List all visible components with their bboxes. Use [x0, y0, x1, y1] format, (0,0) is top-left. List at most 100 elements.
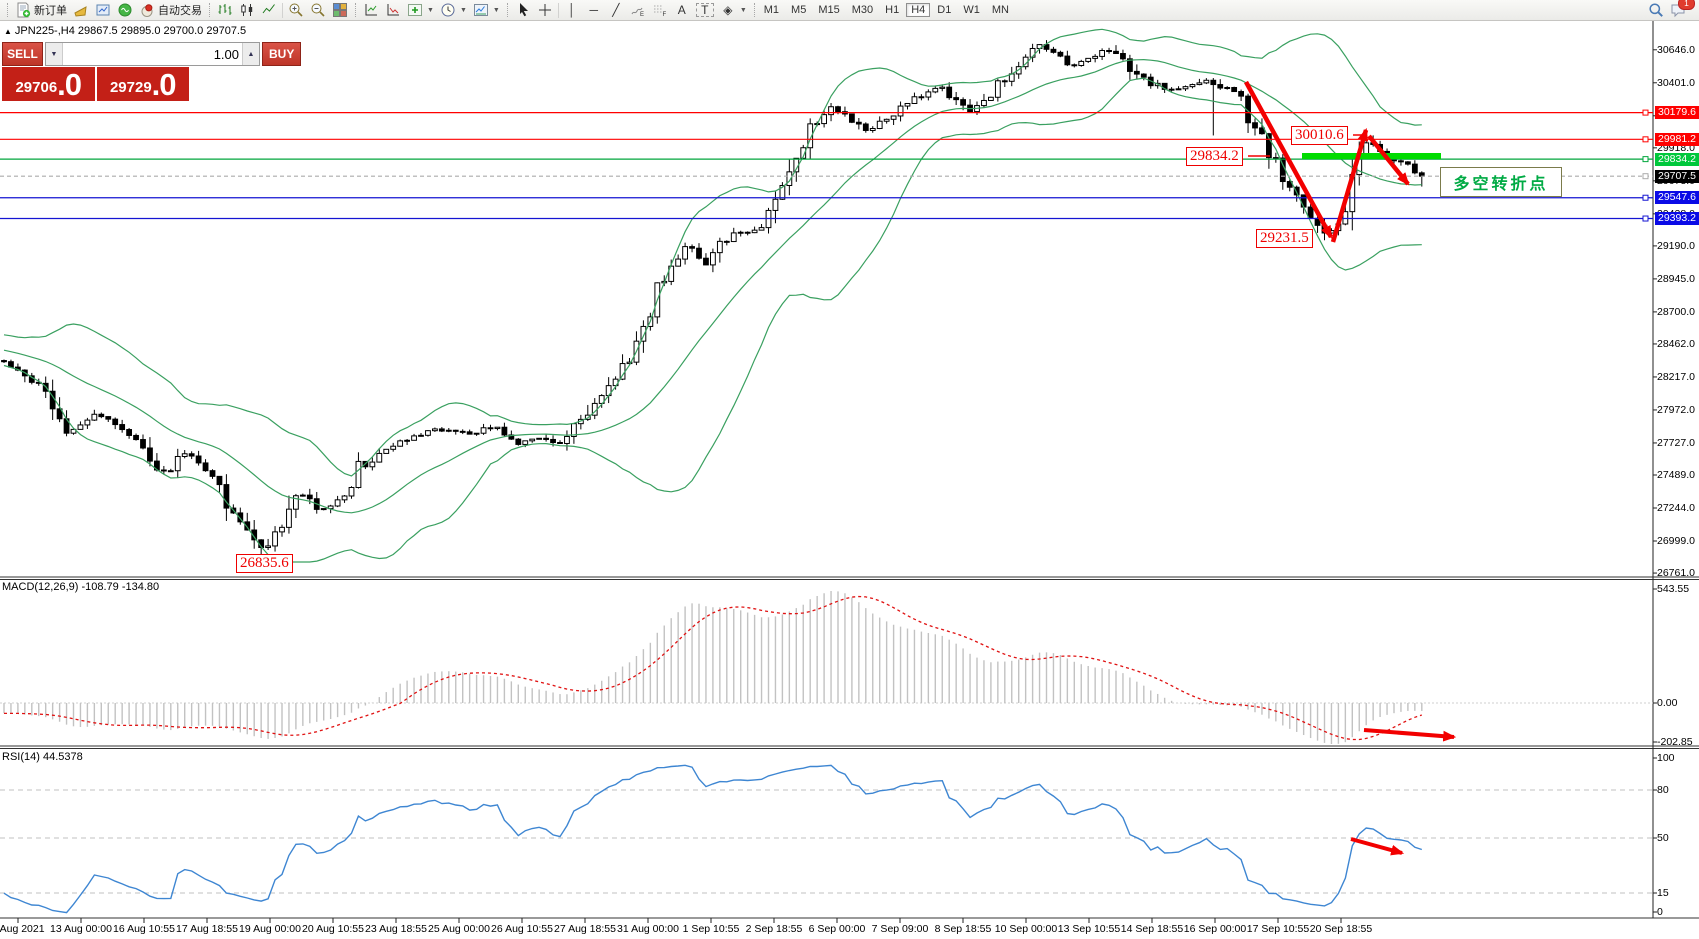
terminal-button[interactable]: [92, 1, 114, 19]
sell-button[interactable]: SELL: [2, 42, 43, 66]
bar-chart-button[interactable]: [214, 1, 236, 19]
shapes-tool-button[interactable]: ◈ ▼: [717, 1, 750, 19]
macd-label: MACD(12,26,9) -108.79 -134.80: [2, 581, 160, 593]
add-indicator-button[interactable]: ▼: [404, 1, 437, 19]
notifications-button[interactable]: 1: [1667, 0, 1695, 19]
horizontal-line-icon: ─: [589, 3, 599, 17]
timeframe-button-h1[interactable]: H1: [885, 4, 900, 16]
zoom-in-icon: [289, 3, 303, 17]
candlestick-chart-icon: [241, 4, 253, 16]
toolbar-grip[interactable]: [506, 3, 508, 17]
profile-icon: [74, 6, 87, 17]
timeframe-button-m5[interactable]: M5: [791, 4, 807, 16]
buy-button[interactable]: BUY: [262, 42, 302, 66]
tester-icon: [118, 3, 132, 17]
trend-arrow: [1330, 127, 1369, 243]
timeframe-button-w1[interactable]: W1: [963, 4, 980, 16]
strategy-tester-button[interactable]: [114, 1, 136, 19]
cursor-icon: [519, 3, 528, 17]
tile-windows-icon: [333, 3, 347, 17]
templates-button[interactable]: ▼: [470, 1, 503, 19]
autotrading-icon: [141, 4, 153, 17]
volume-stepper: ▼ ▲: [45, 42, 260, 66]
volume-increase-button[interactable]: ▲: [242, 43, 259, 65]
timeframe-button-m30[interactable]: M30: [851, 4, 874, 16]
label-icon: T: [695, 3, 714, 17]
dropdown-arrow-icon: ▼: [459, 6, 467, 14]
toolbar-separator: [282, 2, 283, 18]
buy-price-big-digit: .0: [151, 67, 177, 102]
svg-text:F: F: [662, 12, 666, 18]
text-icon: A: [677, 3, 686, 17]
toolbar-grip[interactable]: [7, 3, 8, 17]
template-icon: [473, 4, 488, 16]
trendline-icon: ╱: [612, 3, 620, 17]
trend-arrow: [1244, 80, 1333, 239]
symbol-ohlc-text: JPN225-,H4 29867.5 29895.0 29700.0 29707…: [14, 25, 247, 37]
notification-badge: 1: [1678, 0, 1695, 10]
toolbar-grip[interactable]: [355, 3, 356, 17]
new-order-button[interactable]: 新订单: [12, 1, 70, 19]
svg-text:E: E: [640, 12, 644, 18]
trend-arrow: [1363, 728, 1457, 742]
rsi-label: RSI(14) 44.5378: [2, 751, 83, 763]
panel-collapse-icon[interactable]: ▲: [4, 27, 12, 36]
indicators-window-button[interactable]: [360, 1, 382, 19]
timeframe-group: M1 M5 M15 M30 H1 H4 D1 W1 MN: [759, 3, 1014, 17]
sell-price-main: 29706: [15, 79, 58, 96]
indicator-subwindow-icon: [387, 4, 399, 16]
volume-input[interactable]: [63, 43, 242, 65]
sell-price[interactable]: 29706.0: [2, 67, 95, 101]
toolbar-grip[interactable]: [209, 3, 210, 17]
trend-arrow: [1350, 837, 1405, 856]
charts-profile-button[interactable]: [70, 1, 92, 19]
timeframe-button-mn[interactable]: MN: [991, 4, 1009, 16]
symbol-info-bar: ▲ JPN225-,H4 29867.5 29895.0 29700.0 2970…: [4, 25, 246, 37]
one-click-trading-panel: SELL ▼ ▲ BUY 29706.0 29729.0: [2, 42, 302, 102]
buy-price[interactable]: 29729.0: [96, 67, 189, 102]
channel-icon: E: [631, 7, 644, 18]
zoom-out-button[interactable]: [307, 1, 329, 19]
trendline-tool-button[interactable]: ╱: [605, 1, 627, 19]
text-tool-button[interactable]: A: [671, 1, 693, 19]
fibonacci-tool-button[interactable]: F: [649, 1, 671, 19]
channel-tool-button[interactable]: E: [627, 1, 649, 19]
timeframe-button-h4[interactable]: H4: [906, 3, 931, 17]
candlestick-chart-button[interactable]: [236, 1, 258, 19]
toolbar: 新订单 自动交易 ▼ ▼ ▼ │ ─: [0, 0, 1699, 21]
search-button[interactable]: [1645, 1, 1667, 19]
buy-price-main: 29729: [109, 79, 152, 96]
horizontal-line-tool-button[interactable]: ─: [583, 1, 605, 19]
bar-chart-icon: [218, 4, 232, 15]
toolbar-separator: [557, 2, 559, 18]
crosshair-icon: [538, 4, 551, 16]
dropdown-arrow-icon: ▼: [739, 6, 747, 14]
timeframe-button-d1[interactable]: D1: [937, 4, 952, 16]
annotation-note-box[interactable]: 多空转折点: [1440, 167, 1562, 197]
clock-icon: [441, 3, 455, 17]
tile-windows-button[interactable]: [329, 1, 351, 19]
terminal-icon: [96, 4, 110, 16]
timeframe-button-m1[interactable]: M1: [763, 4, 780, 16]
vertical-line-tool-button[interactable]: │: [561, 1, 583, 19]
cursor-button[interactable]: [512, 1, 534, 19]
autotrading-label: 自动交易: [158, 5, 202, 17]
dropdown-arrow-icon: ▼: [427, 6, 434, 14]
indicator-subwindow-button[interactable]: [382, 1, 404, 19]
volume-decrease-button[interactable]: ▼: [46, 43, 63, 65]
shapes-icon: ◈: [723, 3, 733, 17]
crosshair-button[interactable]: [534, 1, 556, 19]
zoom-in-button[interactable]: [285, 1, 307, 19]
periods-button[interactable]: ▼: [437, 1, 470, 19]
toolbar-grip[interactable]: [753, 3, 755, 17]
sell-price-big-digit: .0: [57, 67, 82, 102]
label-tool-button[interactable]: T: [693, 1, 717, 19]
autotrading-button[interactable]: 自动交易: [136, 1, 205, 19]
new-order-icon: [17, 2, 31, 18]
indicators-window-icon: [365, 4, 377, 16]
line-chart-button[interactable]: [258, 1, 280, 19]
timeframe-button-m15[interactable]: M15: [818, 4, 840, 16]
vertical-line-icon: │: [568, 3, 576, 17]
new-order-label: 新订单: [34, 5, 67, 17]
